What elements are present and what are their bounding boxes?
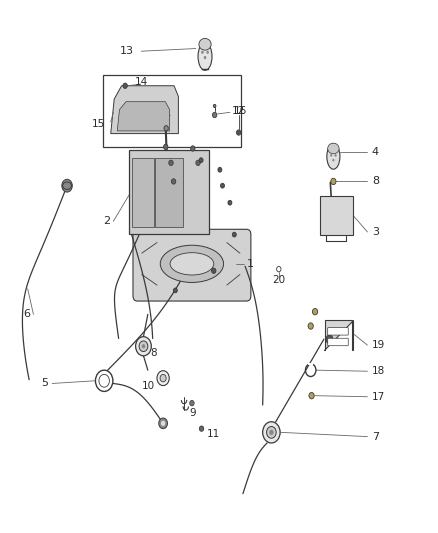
Text: 11: 11 (207, 429, 220, 439)
Circle shape (142, 344, 145, 349)
Text: 8: 8 (372, 176, 379, 187)
Circle shape (213, 104, 216, 108)
Ellipse shape (170, 253, 214, 275)
Circle shape (212, 112, 217, 118)
Ellipse shape (328, 143, 339, 154)
Text: 5: 5 (41, 378, 48, 389)
Circle shape (277, 266, 281, 272)
Text: 15: 15 (92, 119, 106, 129)
Circle shape (139, 341, 148, 352)
Text: 17: 17 (372, 392, 385, 402)
Ellipse shape (327, 144, 340, 169)
Circle shape (161, 421, 165, 426)
Text: 7: 7 (372, 432, 379, 442)
FancyBboxPatch shape (320, 196, 353, 235)
Circle shape (263, 422, 280, 443)
Text: 14: 14 (135, 77, 148, 87)
Text: 12: 12 (197, 270, 209, 280)
Circle shape (169, 160, 173, 165)
Circle shape (218, 167, 222, 172)
Circle shape (331, 178, 336, 184)
Circle shape (269, 430, 274, 435)
Circle shape (196, 160, 200, 165)
Circle shape (330, 154, 332, 157)
Circle shape (136, 337, 151, 356)
Circle shape (190, 400, 194, 406)
FancyBboxPatch shape (132, 158, 153, 227)
Circle shape (335, 154, 337, 157)
Polygon shape (324, 320, 353, 351)
Text: 12: 12 (232, 106, 245, 116)
FancyBboxPatch shape (328, 338, 348, 346)
Circle shape (199, 158, 203, 163)
Circle shape (157, 370, 169, 385)
Polygon shape (111, 86, 178, 134)
Ellipse shape (160, 245, 223, 282)
Text: 10: 10 (142, 381, 155, 391)
Text: 20: 20 (272, 276, 286, 285)
Text: 4: 4 (372, 147, 379, 157)
FancyBboxPatch shape (129, 150, 209, 234)
Circle shape (220, 183, 224, 188)
Circle shape (326, 335, 333, 344)
Text: 19: 19 (372, 340, 385, 350)
Circle shape (173, 288, 177, 293)
Circle shape (160, 374, 166, 382)
Circle shape (201, 51, 204, 54)
Ellipse shape (198, 43, 212, 70)
Text: 8: 8 (150, 348, 157, 358)
Circle shape (159, 418, 167, 429)
Circle shape (62, 179, 72, 192)
Circle shape (232, 232, 236, 237)
Text: 1: 1 (247, 259, 254, 269)
Circle shape (237, 130, 241, 135)
Ellipse shape (199, 38, 211, 50)
Circle shape (212, 268, 216, 273)
FancyBboxPatch shape (103, 75, 241, 147)
Circle shape (123, 83, 127, 88)
Circle shape (228, 200, 232, 205)
Circle shape (308, 323, 313, 329)
Circle shape (164, 126, 168, 131)
FancyBboxPatch shape (328, 328, 348, 335)
Circle shape (332, 159, 335, 161)
Circle shape (171, 179, 176, 184)
Circle shape (206, 51, 209, 54)
FancyBboxPatch shape (155, 158, 183, 227)
Circle shape (312, 309, 318, 315)
Text: 18: 18 (372, 366, 385, 376)
FancyBboxPatch shape (133, 229, 251, 301)
Text: 3: 3 (372, 227, 379, 237)
Circle shape (199, 426, 204, 431)
Text: 13: 13 (120, 46, 134, 56)
Polygon shape (117, 102, 170, 131)
Circle shape (267, 426, 276, 438)
Circle shape (204, 56, 206, 59)
Circle shape (309, 392, 314, 399)
Circle shape (191, 146, 195, 151)
Text: 2: 2 (103, 216, 110, 227)
Circle shape (163, 144, 168, 150)
Text: 16: 16 (234, 106, 247, 116)
Text: 6: 6 (23, 309, 30, 319)
Text: 9: 9 (190, 408, 196, 418)
